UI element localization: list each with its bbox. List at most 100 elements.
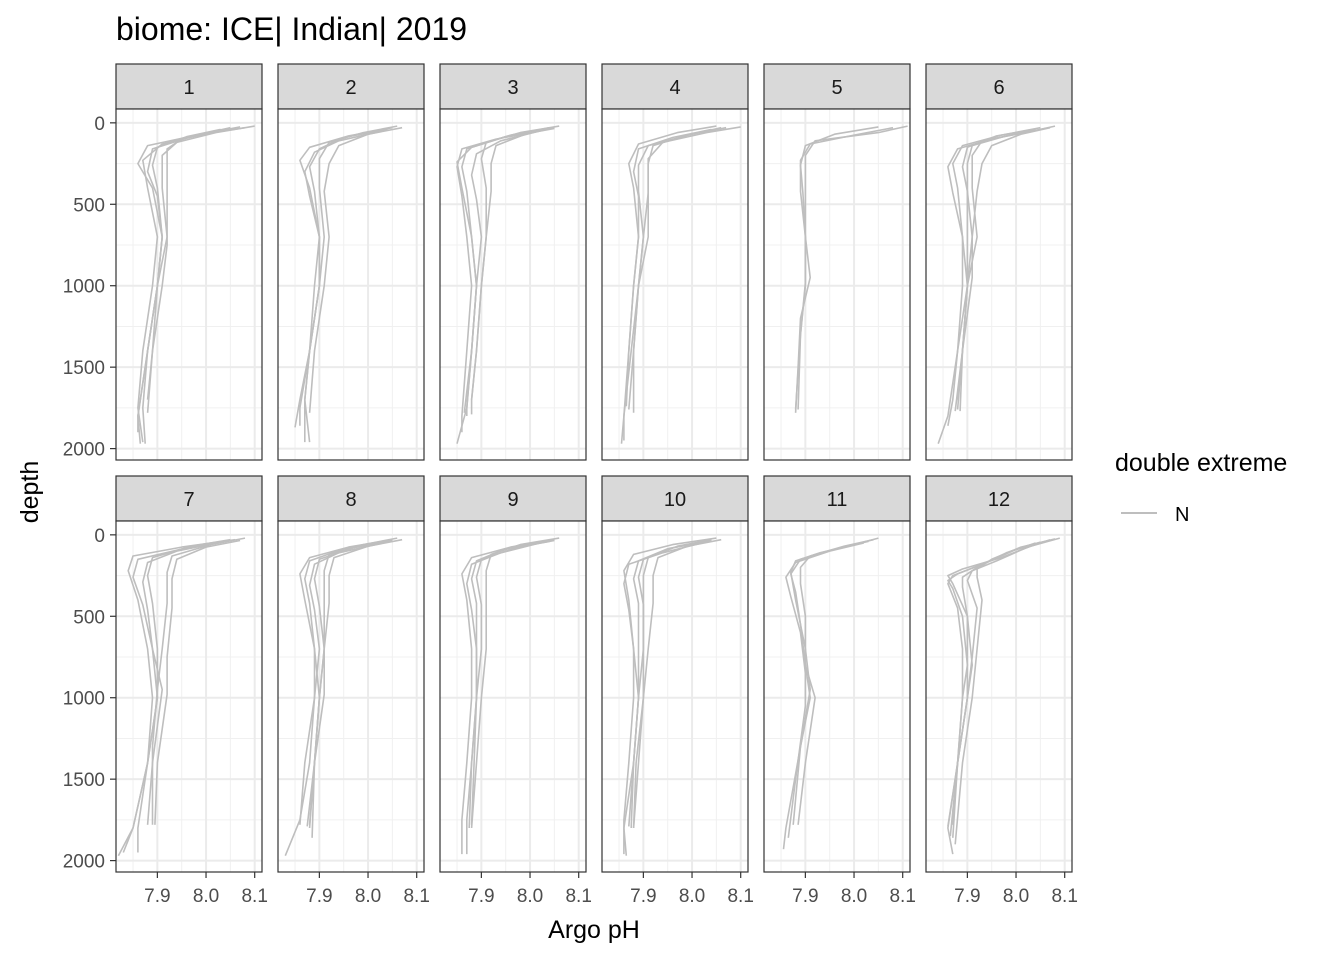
x-tick-label: 7.9 bbox=[954, 886, 980, 907]
profile-line bbox=[949, 542, 1036, 837]
facet-panel-2: 2 bbox=[277, 63, 425, 461]
profile-line bbox=[132, 540, 226, 825]
facet-strip bbox=[115, 475, 263, 522]
profile-line bbox=[632, 538, 722, 829]
facet-strip bbox=[925, 63, 1073, 110]
x-tick-label: 8.1 bbox=[889, 886, 915, 907]
y-tick-label: 1500 bbox=[63, 770, 105, 791]
facet-strip-label: 8 bbox=[345, 489, 356, 511]
facet-strip bbox=[439, 475, 587, 522]
x-tick-label: 7.9 bbox=[144, 886, 170, 907]
panel-background bbox=[278, 521, 424, 872]
profile-line bbox=[122, 541, 221, 853]
profile-line bbox=[299, 542, 383, 825]
facet-strip bbox=[439, 63, 587, 110]
facet-panel-11: 11 bbox=[763, 475, 911, 873]
panel-border bbox=[439, 108, 587, 461]
x-tick-label: 8.1 bbox=[565, 886, 591, 907]
profile-line bbox=[956, 126, 1051, 400]
panel-border bbox=[601, 108, 749, 461]
facet-panel-4: 4 bbox=[601, 63, 749, 461]
panel-border bbox=[439, 520, 587, 873]
y-axis: 0 500 1000 1500 2000 0 500 1000 1500 2000 bbox=[63, 114, 116, 873]
x-tick-label: 7.9 bbox=[468, 886, 494, 907]
facet-panel-1: 1 bbox=[115, 63, 263, 461]
facet-strip-label: 12 bbox=[988, 489, 1010, 511]
facet-strip bbox=[763, 475, 911, 522]
profile-line bbox=[299, 130, 383, 426]
x-tick-label: 8.1 bbox=[1051, 886, 1077, 907]
profile-line bbox=[308, 538, 403, 829]
x-tick-label: 8.0 bbox=[841, 886, 867, 907]
profile-line bbox=[154, 539, 241, 825]
profile-line bbox=[146, 129, 226, 400]
y-tick-label: 1000 bbox=[63, 689, 105, 710]
profile-line bbox=[303, 128, 388, 443]
profile-line bbox=[151, 537, 246, 825]
profile-line bbox=[137, 126, 246, 433]
chart-title: biome: ICE| Indian| 2019 bbox=[116, 11, 467, 47]
x-tick-label: 7.9 bbox=[792, 886, 818, 907]
facet-panel-7: 7 bbox=[115, 475, 263, 873]
x-tick-label: 8.0 bbox=[355, 886, 381, 907]
facet-panels: 1 2 3 4 5 67 8 9 10 11 12 bbox=[115, 63, 1073, 873]
panel-border bbox=[601, 520, 749, 873]
panel-border bbox=[763, 108, 911, 461]
facet-strip-label: 4 bbox=[669, 77, 680, 99]
y-tick-label: 1000 bbox=[63, 277, 105, 298]
profile-line bbox=[146, 125, 255, 413]
panel-background bbox=[440, 109, 586, 460]
panel-background bbox=[926, 521, 1072, 872]
panel-border bbox=[925, 520, 1073, 873]
panel-border bbox=[277, 520, 425, 873]
y-tick-label: 0 bbox=[94, 114, 105, 135]
panel-border bbox=[763, 520, 911, 873]
x-axis-title: Argo pH bbox=[548, 916, 640, 944]
profile-line bbox=[470, 126, 555, 400]
panel-background bbox=[764, 521, 910, 872]
facet-strip bbox=[277, 475, 425, 522]
y-tick-label: 1500 bbox=[63, 358, 105, 379]
facet-strip-label: 6 bbox=[993, 77, 1004, 99]
facet-panel-6: 6 bbox=[925, 63, 1073, 461]
profile-line bbox=[937, 130, 1031, 444]
panel-background bbox=[440, 521, 586, 872]
x-tick-label: 8.1 bbox=[403, 886, 429, 907]
facet-strip bbox=[115, 63, 263, 110]
facet-panel-5: 5 bbox=[763, 63, 911, 461]
x-tick-label: 8.0 bbox=[679, 886, 705, 907]
profile-line bbox=[620, 125, 717, 444]
panel-background bbox=[116, 521, 262, 872]
facet-strip-label: 5 bbox=[831, 77, 842, 99]
facet-strip-label: 1 bbox=[183, 77, 194, 99]
profile-line bbox=[463, 130, 540, 413]
legend: double extreme N bbox=[1115, 449, 1287, 526]
profile-line bbox=[284, 538, 393, 857]
profile-line bbox=[456, 127, 555, 433]
panel-border bbox=[925, 108, 1073, 461]
panel-border bbox=[277, 108, 425, 461]
profile-line bbox=[306, 539, 393, 827]
y-tick-label: 500 bbox=[73, 607, 105, 628]
facet-strip-label: 9 bbox=[507, 489, 518, 511]
facet-strip-label: 11 bbox=[827, 489, 848, 511]
y-tick-label: 500 bbox=[73, 195, 105, 216]
x-tick-label: 7.9 bbox=[306, 886, 332, 907]
x-tick-label: 8.0 bbox=[1003, 886, 1029, 907]
profile-line bbox=[461, 128, 545, 416]
panel-border bbox=[115, 520, 263, 873]
profile-line bbox=[947, 126, 1041, 426]
legend-label-n: N bbox=[1175, 504, 1189, 526]
facet-strip-label: 2 bbox=[345, 77, 356, 99]
facet-strip bbox=[601, 63, 749, 110]
panel-background bbox=[926, 109, 1072, 460]
profile-line bbox=[470, 539, 555, 825]
y-axis-title: depth bbox=[16, 461, 44, 524]
panel-background bbox=[764, 109, 910, 460]
y-tick-label: 2000 bbox=[63, 852, 105, 873]
facet-panel-8: 8 bbox=[277, 475, 425, 873]
facet-panel-12: 12 bbox=[925, 475, 1073, 873]
x-tick-label: 8.0 bbox=[193, 886, 219, 907]
x-tick-label: 7.9 bbox=[630, 886, 656, 907]
